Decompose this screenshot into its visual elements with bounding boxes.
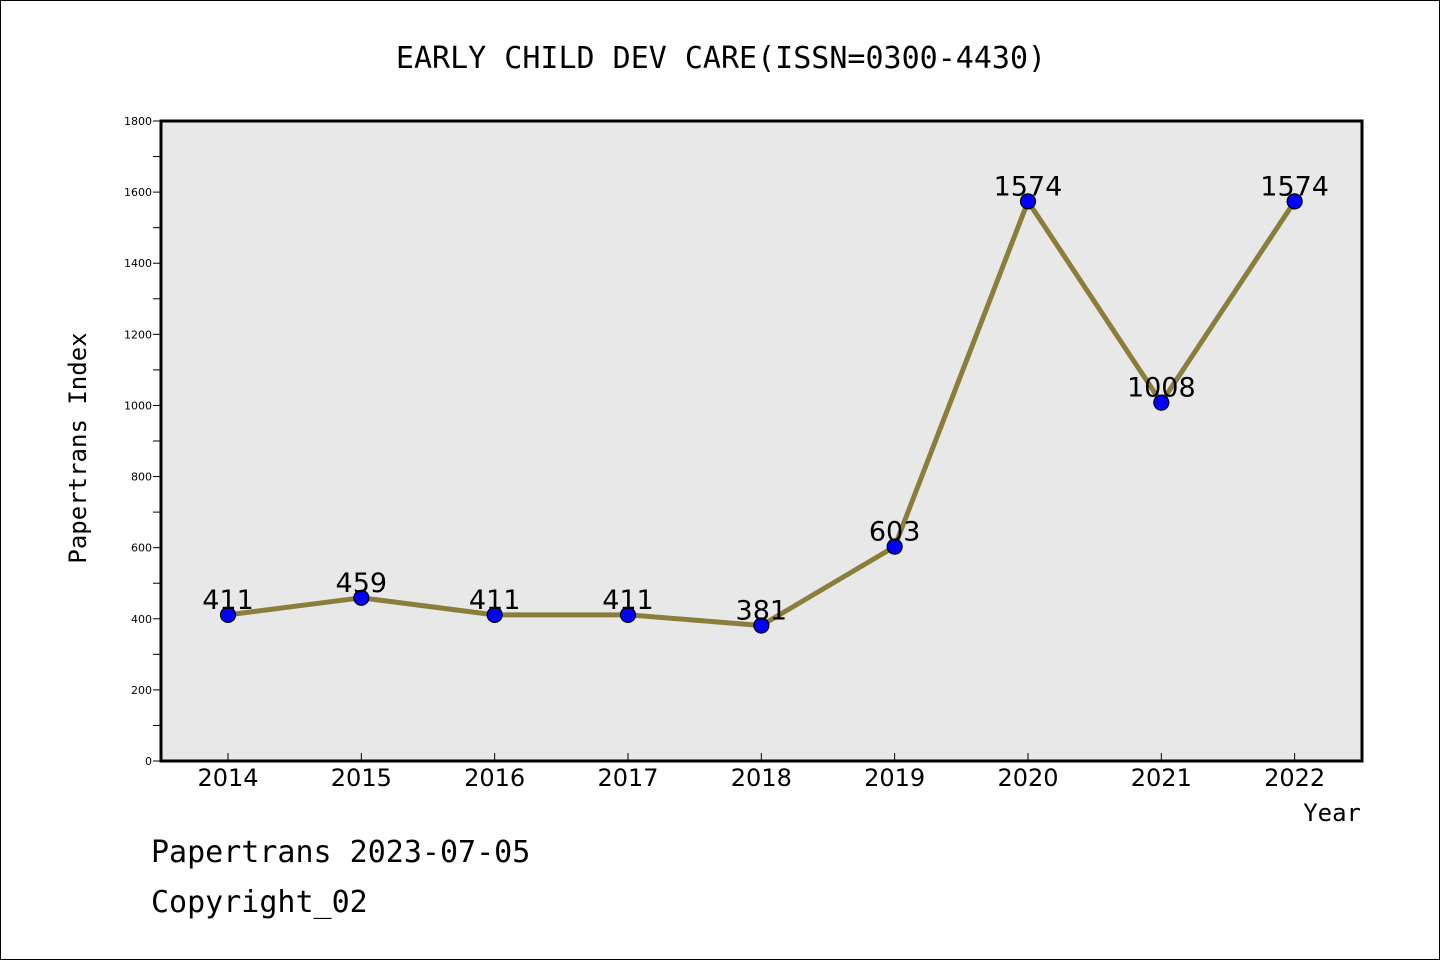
x-tick-label: 2020 [997,764,1058,792]
y-tick-label: 600 [131,542,152,555]
x-tick-label: 2017 [597,764,658,792]
x-tick-label: 2022 [1264,764,1325,792]
y-axis-title: Papertrans Index [64,332,92,563]
data-label: 411 [202,585,254,616]
y-tick-label: 1800 [124,115,152,128]
data-label: 1574 [994,171,1063,202]
series-group [219,193,1303,634]
data-point-marker [886,538,903,555]
data-point-marker [1019,193,1037,210]
data-label: 381 [736,596,788,627]
plot-area [159,119,1364,763]
x-tick-label: 2014 [197,764,258,792]
data-point-marker [1286,193,1303,210]
x-tick-label: 2018 [731,764,792,792]
x-tick-label: 2015 [331,764,392,792]
y-tick-label: 1000 [124,399,152,412]
y-axis: 0 200 400 600 800 1000 1200 1400 1600 1800 [124,115,161,768]
x-axis: 2014 2015 2016 2017 2018 2019 2020 2021 2022 [197,753,1325,792]
y-tick-label: 200 [131,684,152,697]
x-tick-label: 2016 [464,764,525,792]
data-label: 1574 [1260,171,1329,202]
data-label: 411 [602,585,654,616]
data-point-marker [353,589,370,606]
x-tick-label: 2021 [1131,764,1192,792]
x-tick-label: 2019 [864,764,925,792]
y-tick-label: 1400 [124,257,152,270]
data-label: 459 [336,568,388,599]
y-tick-label: 800 [131,471,152,484]
data-label: 603 [869,517,921,548]
data-point-marker [619,606,637,623]
data-label: 1008 [1127,373,1196,404]
data-label: 411 [469,585,521,616]
footer-copyright: Copyright_02 [151,885,368,920]
chart-title: EARLY CHILD DEV CARE(ISSN=0300-4430) [396,41,1046,76]
y-tick-label: 1200 [124,328,152,341]
data-point-marker [219,606,237,623]
data-labels-group: 411 459 411 411 381 603 1574 1008 1574 [202,171,1329,626]
y-tick-label: 0 [145,755,152,768]
data-point-marker [1153,394,1170,411]
y-tick-label: 1600 [124,186,152,199]
y-tick-label: 400 [131,613,152,626]
footer-stamp: Papertrans 2023-07-05 [151,835,531,870]
data-point-marker [486,606,503,623]
x-axis-title: Year [1303,799,1361,827]
data-point-marker [753,617,770,634]
